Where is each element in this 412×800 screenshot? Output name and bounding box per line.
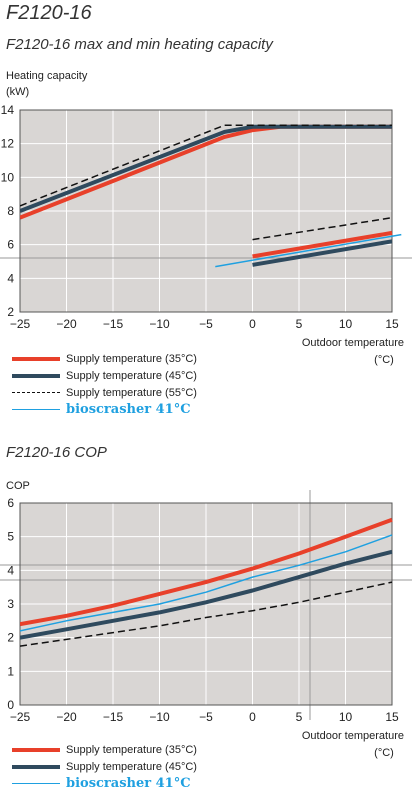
series-line-supply-temperature-35-c [20,517,393,627]
legend-item: bioscrasher 41°C [12,401,197,418]
chart2-title: F2120-16 COP [6,444,107,461]
series-line-supply-temperature-55-c [252,216,393,241]
y-tick-label: 1 [7,664,14,678]
y-tick-label: 6 [7,496,14,510]
y-tick-label: 6 [7,238,14,252]
series-line-supply-temperature-45-c [252,239,393,267]
y-tick-label: 10 [1,170,15,184]
legend-item: Supply temperature (45°C) [12,367,197,384]
x-tick-label: −15 [103,317,124,331]
y-tick-label: 3 [7,597,14,611]
legend-swatch [12,783,60,784]
plot-border [19,502,393,706]
series-line-supply-temperature-35-c [252,230,393,259]
x-tick-label: 15 [385,710,399,724]
series-line-supply-temperature-45-c [20,124,392,213]
legend-item: Supply temperature (45°C) [12,758,197,775]
x-tick-label: −5 [199,317,213,331]
legend-label: Supply temperature (35°C) [66,743,197,756]
y-tick-label: 2 [7,631,14,645]
legend-label: Supply temperature (55°C) [66,386,197,399]
x-tick-label: −25 [10,710,31,724]
y-tick-label: 2 [7,305,14,319]
x-tick-label: −10 [149,317,170,331]
y-tick-label: 12 [1,137,15,151]
capacity-chart: −25 −20 −15 −10 −5 0 5 10 15 2 4 6 8 10 12 14 Outdoor te… [0,103,412,366]
x-tick-label: 0 [249,317,256,331]
legend-swatch [12,764,60,769]
x-tick-label: 5 [296,317,303,331]
legend-item: bioscrasher 41°C [12,775,197,792]
y-tick-label: 14 [1,103,15,117]
page-title: F2120-16 [6,2,92,24]
series-group [20,517,393,647]
series-line-supply-temperature-55-c [20,124,392,207]
x-axis-unit: (°C) [374,354,394,366]
chart1-legend: Supply temperature (35°C) Supply temperat… [12,350,197,418]
x-tick-label: −25 [10,317,31,331]
legend-label: Supply temperature (45°C) [66,369,197,382]
x-tick-label: −10 [149,710,170,724]
series-group [20,124,402,268]
x-tick-label: −5 [199,710,213,724]
legend-swatch [12,747,60,752]
x-tick-label: 10 [339,317,353,331]
y-tick-label: 5 [7,530,14,544]
x-axis-label: Outdoor temperature [302,730,404,742]
x-axis-unit: (°C) [374,747,394,759]
x-tick-label: 0 [249,710,256,724]
y-tick-label: 4 [7,563,14,577]
y-tick-label: 8 [7,204,14,218]
legend-label: Supply temperature (35°C) [66,352,197,365]
legend-swatch [12,356,60,361]
chart2-legend: Supply temperature (35°C) Supply temperat… [12,741,197,792]
y-tick-label: 0 [7,698,14,712]
x-tick-label: −20 [56,317,77,331]
chart1-ylabel-unit: (kW) [6,86,30,98]
series-line-supply-temperature-45-c [20,549,393,640]
legend-label: Supply temperature (45°C) [66,760,197,773]
legend-item: Supply temperature (35°C) [12,741,197,758]
series-line-bioscrasher-41-c [215,233,402,268]
legend-swatch [12,392,60,393]
legend-item: Supply temperature (35°C) [12,350,197,367]
x-tick-label: −15 [103,710,124,724]
chart1-ylabel: Heating capacity [6,70,88,82]
y-tick-label: 4 [7,271,14,285]
legend-swatch [12,373,60,378]
series-line-dashed-reference [20,581,393,647]
series-line-bioscrasher-41-c [20,534,393,632]
legend-item: Supply temperature (55°C) [12,384,197,401]
x-tick-label: 15 [385,317,399,331]
x-tick-label: −20 [56,710,77,724]
chart2-ylabel: COP [6,480,30,492]
legend-label: bioscrasher 41°C [66,402,191,417]
chart1-title: F2120-16 max and min heating capacity [6,36,273,53]
x-axis-label: Outdoor temperature [302,337,404,349]
legend-swatch [12,409,60,410]
x-tick-label: 10 [339,710,353,724]
x-tick-label: 5 [296,710,303,724]
legend-label: bioscrasher 41°C [66,776,191,791]
